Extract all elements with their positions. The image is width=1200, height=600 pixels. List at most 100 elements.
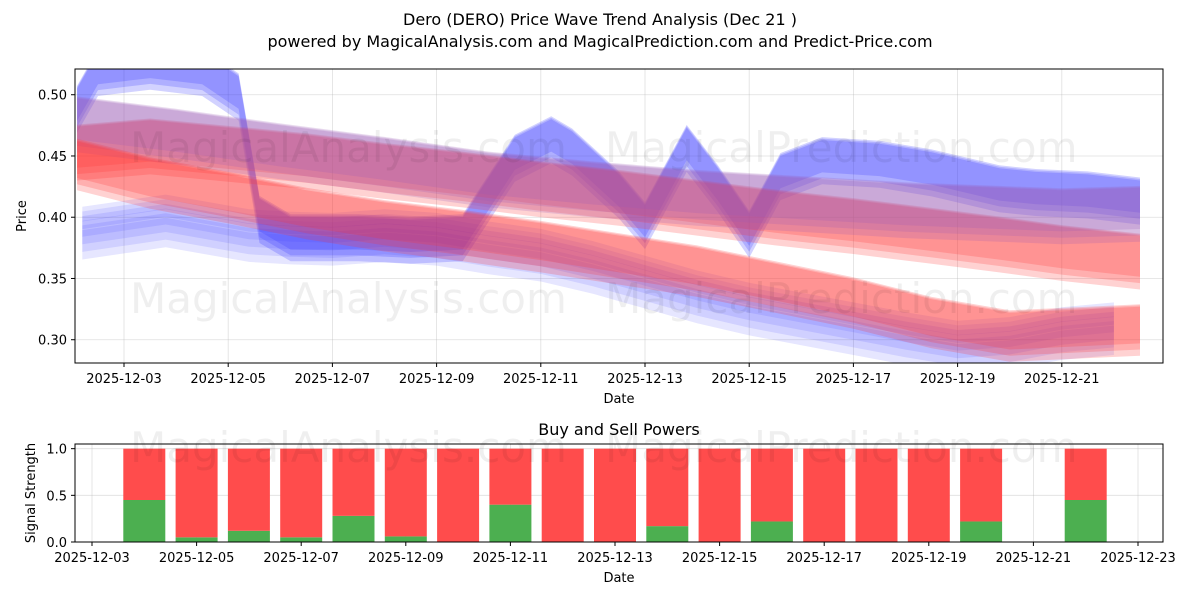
signal-x-tick-label: 2025-12-21 xyxy=(996,551,1072,566)
signal-x-tick-label: 2025-12-17 xyxy=(786,551,862,566)
price-bands xyxy=(77,69,1141,363)
buy-bar xyxy=(280,537,323,542)
price-x-tick-label: 2025-12-05 xyxy=(190,372,266,387)
chart-title: Dero (DERO) Price Wave Trend Analysis (D… xyxy=(403,10,797,29)
chart-subtitle: powered by MagicalAnalysis.com and Magic… xyxy=(267,32,932,51)
buy-bar xyxy=(1064,500,1107,542)
price-band-purple-band xyxy=(77,98,1141,245)
sell-bar xyxy=(175,448,218,538)
price-y-label: Price xyxy=(15,200,30,232)
price-watermarks: MagicalAnalysis.com MagicalPrediction.co… xyxy=(130,123,1078,323)
signal-watermarks: MagicalAnalysis.com MagicalPrediction.co… xyxy=(130,423,1078,472)
signal-x-tick-label: 2025-12-07 xyxy=(263,551,339,566)
watermark-prediction-mid: MagicalPrediction.com xyxy=(605,274,1078,323)
sell-bar xyxy=(960,448,1003,522)
sell-bar xyxy=(489,448,532,505)
watermark-analysis-top: MagicalAnalysis.com xyxy=(130,123,567,172)
price-band-blue-wave xyxy=(77,69,1140,252)
signal-x-tick-label: 2025-12-23 xyxy=(1100,551,1176,566)
price-x-tick-label: 2025-12-15 xyxy=(711,372,787,387)
price-chart: MagicalAnalysis.com MagicalPrediction.co… xyxy=(15,68,1164,407)
sell-bar xyxy=(855,448,898,542)
sell-bar xyxy=(123,448,166,500)
signal-title: Buy and Sell Powers xyxy=(538,420,700,439)
signal-x-label: Date xyxy=(603,571,634,586)
sell-bar xyxy=(594,448,636,542)
price-band-lower-ensemble xyxy=(82,213,1114,363)
watermark-analysis-bottom: MagicalAnalysis.com xyxy=(130,423,567,472)
price-band-red-band xyxy=(77,119,1141,284)
signal-y-tick-label: 1.0 xyxy=(46,443,67,458)
watermark-prediction-bottom: MagicalPrediction.com xyxy=(605,423,1078,472)
price-x-tick-label: 2025-12-19 xyxy=(920,372,996,387)
buy-bar xyxy=(123,500,166,542)
price-y-ticks: 0.30 0.35 0.40 0.45 0.50 xyxy=(38,89,75,349)
buy-bar xyxy=(960,521,1003,542)
price-y-tick-label: 0.40 xyxy=(38,211,67,226)
price-band-descending-red xyxy=(77,140,1141,356)
price-band-lower-ensemble xyxy=(82,203,1114,351)
buy-bar xyxy=(646,526,689,542)
buy-bar xyxy=(175,537,218,542)
price-y-tick-label: 0.50 xyxy=(38,89,67,104)
sell-bar xyxy=(280,448,323,538)
buy-bar xyxy=(489,504,532,542)
signal-x-tick-label: 2025-12-09 xyxy=(368,551,444,566)
price-band-lower-ensemble xyxy=(82,199,1114,343)
signal-x-tick-label: 2025-12-03 xyxy=(54,551,130,566)
price-x-label: Date xyxy=(603,392,634,407)
price-y-tick-label: 0.30 xyxy=(38,334,67,349)
signal-x-tick-label: 2025-12-13 xyxy=(577,551,653,566)
price-band-layer xyxy=(77,69,1141,363)
price-y-tick-label: 0.35 xyxy=(38,272,67,287)
sell-bar xyxy=(803,448,846,542)
watermark-analysis-mid: MagicalAnalysis.com xyxy=(130,274,567,323)
price-band-red-band xyxy=(77,120,1141,290)
price-x-tick-label: 2025-12-17 xyxy=(816,372,892,387)
price-band-descending-red xyxy=(77,141,1141,362)
signal-plot-frame xyxy=(74,443,1164,543)
price-band-purple-band xyxy=(77,96,1141,232)
price-x-tick-label: 2025-12-07 xyxy=(295,372,371,387)
price-x-ticks: 2025-12-03 2025-12-05 2025-12-07 2025-12-09… xyxy=(86,363,1100,387)
sell-bar xyxy=(646,448,689,527)
price-band-descending-red xyxy=(77,138,1141,350)
buy-bar xyxy=(750,521,793,542)
price-x-tick-label: 2025-12-09 xyxy=(399,372,475,387)
sell-bar xyxy=(1064,448,1107,500)
signal-x-tick-label: 2025-12-05 xyxy=(159,551,235,566)
price-band-lower-ensemble xyxy=(82,217,1114,363)
sell-bar xyxy=(227,448,270,531)
buy-bar xyxy=(332,515,375,542)
signal-x-tick-label: 2025-12-19 xyxy=(891,551,967,566)
signal-y-label: Signal Strength xyxy=(24,443,39,543)
signal-y-ticks: 0.0 0.5 1.0 xyxy=(46,443,75,551)
buy-bar xyxy=(384,536,427,542)
signal-y-tick-label: 0.5 xyxy=(46,489,67,504)
signal-x-tick-label: 2025-12-11 xyxy=(473,551,549,566)
sell-bar xyxy=(907,448,950,542)
price-band-blue-wave xyxy=(77,69,1140,258)
price-band-red-band xyxy=(77,118,1141,277)
price-y-tick-label: 0.45 xyxy=(38,150,67,165)
sell-bar xyxy=(750,448,793,522)
price-x-tick-label: 2025-12-21 xyxy=(1024,372,1100,387)
price-band-blue-wave xyxy=(77,69,1140,264)
signal-bars xyxy=(123,448,1107,542)
price-x-tick-label: 2025-12-03 xyxy=(86,372,162,387)
buy-bar xyxy=(227,530,270,542)
price-band-lower-ensemble xyxy=(82,208,1114,359)
watermark-prediction-top: MagicalPrediction.com xyxy=(605,123,1078,172)
signal-chart: Buy and Sell Powers MagicalAnalysis.com … xyxy=(24,420,1176,586)
sell-bar xyxy=(541,448,584,542)
price-band-lower-ensemble xyxy=(82,194,1114,336)
price-band-purple-band xyxy=(77,97,1141,238)
signal-x-ticks: 2025-12-03 2025-12-05 2025-12-07 2025-12-09… xyxy=(54,542,1176,566)
price-plot-frame xyxy=(74,68,1164,364)
signal-x-tick-label: 2025-12-15 xyxy=(682,551,758,566)
price-grid xyxy=(75,69,1163,363)
signal-y-tick-label: 0.0 xyxy=(46,536,67,551)
price-x-tick-label: 2025-12-11 xyxy=(503,372,579,387)
sell-bar xyxy=(332,448,375,516)
